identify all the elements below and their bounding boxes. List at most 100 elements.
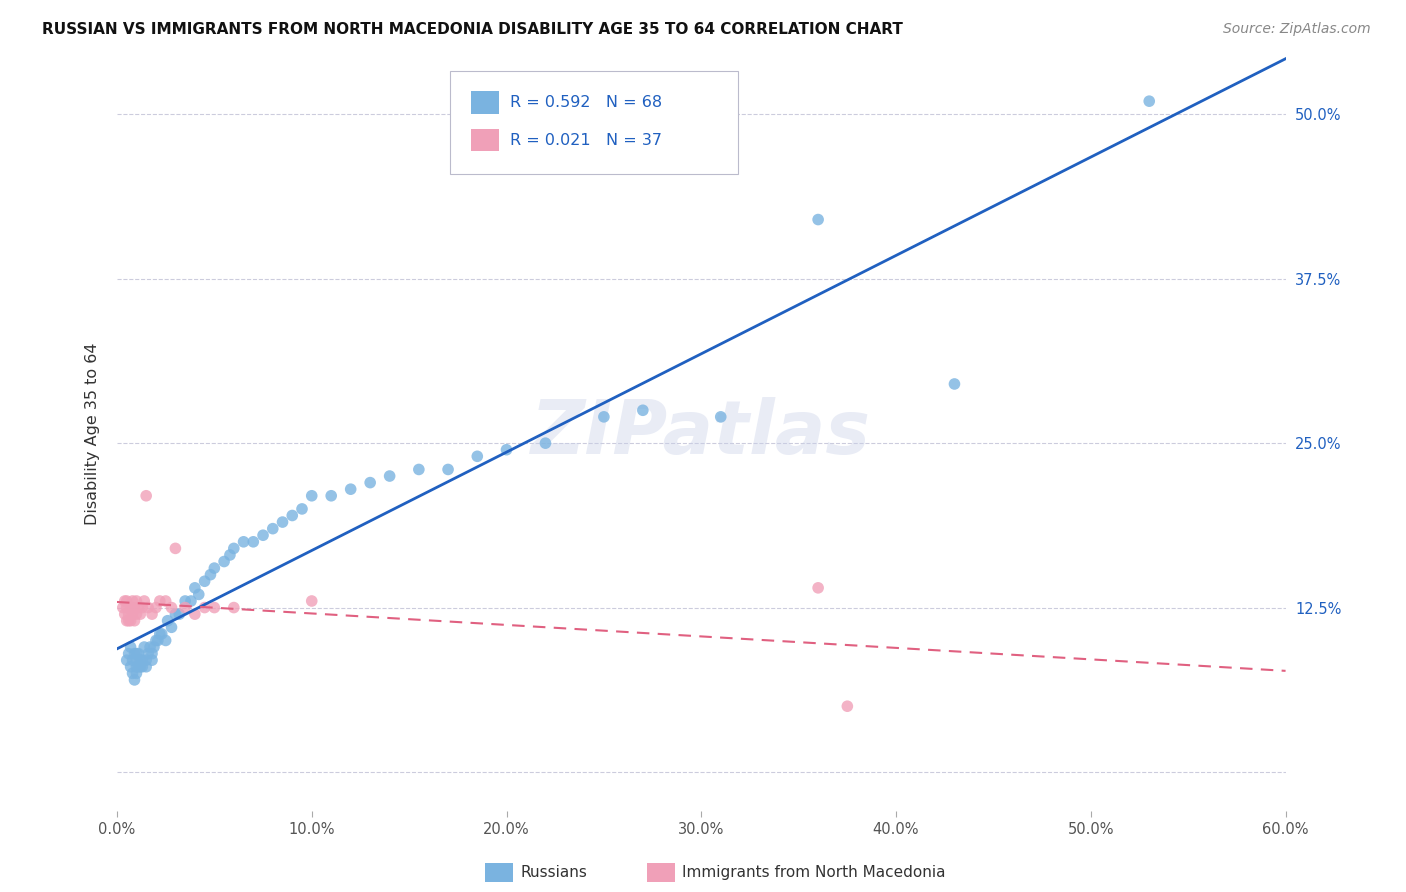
Point bbox=[146, 633, 169, 648]
Point bbox=[125, 647, 148, 661]
Text: R = 0.021   N = 37: R = 0.021 N = 37 bbox=[510, 133, 662, 147]
Point bbox=[710, 409, 733, 424]
Point bbox=[125, 607, 148, 622]
Point bbox=[169, 607, 191, 622]
Y-axis label: Disability Age 35 to 64: Disability Age 35 to 64 bbox=[86, 342, 100, 524]
Point bbox=[232, 534, 254, 549]
Point bbox=[1137, 94, 1160, 108]
Point bbox=[155, 633, 177, 648]
Point bbox=[139, 640, 162, 654]
Point bbox=[118, 614, 141, 628]
Point bbox=[115, 614, 138, 628]
Point bbox=[114, 607, 136, 622]
Point bbox=[242, 534, 264, 549]
Point bbox=[145, 600, 167, 615]
Point bbox=[222, 541, 245, 556]
Point bbox=[149, 627, 172, 641]
Point bbox=[291, 502, 314, 516]
Point bbox=[143, 640, 166, 654]
Point bbox=[184, 607, 207, 622]
Point bbox=[124, 647, 146, 661]
Point bbox=[837, 699, 859, 714]
Point bbox=[156, 614, 179, 628]
Text: Source: ZipAtlas.com: Source: ZipAtlas.com bbox=[1223, 22, 1371, 37]
Point bbox=[534, 436, 557, 450]
Point bbox=[174, 594, 197, 608]
Point bbox=[145, 633, 167, 648]
Point bbox=[141, 607, 163, 622]
Point bbox=[125, 594, 148, 608]
Point bbox=[125, 653, 148, 667]
Point bbox=[114, 594, 136, 608]
Point bbox=[465, 450, 488, 464]
Point bbox=[165, 541, 187, 556]
Point bbox=[136, 647, 159, 661]
Point bbox=[219, 548, 242, 562]
Point bbox=[131, 653, 153, 667]
Point bbox=[121, 653, 143, 667]
Text: RUSSIAN VS IMMIGRANTS FROM NORTH MACEDONIA DISABILITY AGE 35 TO 64 CORRELATION C: RUSSIAN VS IMMIGRANTS FROM NORTH MACEDON… bbox=[42, 22, 903, 37]
Point bbox=[359, 475, 381, 490]
Point bbox=[127, 600, 149, 615]
Point bbox=[149, 594, 172, 608]
Point bbox=[118, 647, 141, 661]
Point bbox=[135, 489, 157, 503]
Point bbox=[115, 600, 138, 615]
Point bbox=[200, 567, 222, 582]
Point bbox=[131, 600, 153, 615]
Point bbox=[301, 594, 323, 608]
Point bbox=[125, 666, 148, 681]
Point bbox=[135, 659, 157, 673]
Point bbox=[408, 462, 430, 476]
Point bbox=[129, 659, 152, 673]
Point bbox=[631, 403, 654, 417]
Point bbox=[160, 600, 183, 615]
Point bbox=[187, 587, 209, 601]
Point bbox=[134, 640, 156, 654]
Point bbox=[807, 212, 830, 227]
Point bbox=[194, 574, 217, 589]
Point bbox=[127, 659, 149, 673]
Point bbox=[271, 515, 294, 529]
Point bbox=[339, 482, 361, 496]
Point bbox=[437, 462, 460, 476]
Point bbox=[495, 442, 517, 457]
Point bbox=[321, 489, 343, 503]
Point bbox=[134, 594, 156, 608]
Point bbox=[118, 607, 141, 622]
Point bbox=[180, 594, 202, 608]
Point bbox=[150, 627, 173, 641]
Point bbox=[281, 508, 304, 523]
Point bbox=[124, 614, 146, 628]
Point bbox=[121, 607, 143, 622]
Point bbox=[174, 600, 197, 615]
Point bbox=[121, 594, 143, 608]
Point bbox=[120, 600, 142, 615]
Point bbox=[184, 581, 207, 595]
Point bbox=[111, 600, 134, 615]
Point bbox=[165, 607, 187, 622]
Point bbox=[593, 409, 616, 424]
Point bbox=[202, 561, 225, 575]
Point bbox=[129, 653, 152, 667]
Point bbox=[141, 653, 163, 667]
Point bbox=[160, 620, 183, 634]
Point bbox=[124, 600, 146, 615]
Point bbox=[262, 522, 284, 536]
Point bbox=[131, 659, 153, 673]
Point bbox=[136, 600, 159, 615]
Point bbox=[141, 647, 163, 661]
Point bbox=[129, 607, 152, 622]
Point bbox=[807, 581, 830, 595]
Text: R = 0.592   N = 68: R = 0.592 N = 68 bbox=[510, 95, 662, 110]
Point bbox=[194, 600, 217, 615]
Point bbox=[155, 594, 177, 608]
Point bbox=[115, 653, 138, 667]
Point bbox=[125, 659, 148, 673]
Point bbox=[252, 528, 274, 542]
Point bbox=[127, 647, 149, 661]
Point bbox=[120, 640, 142, 654]
Text: Russians: Russians bbox=[520, 865, 588, 880]
Point bbox=[115, 594, 138, 608]
Point bbox=[124, 673, 146, 687]
